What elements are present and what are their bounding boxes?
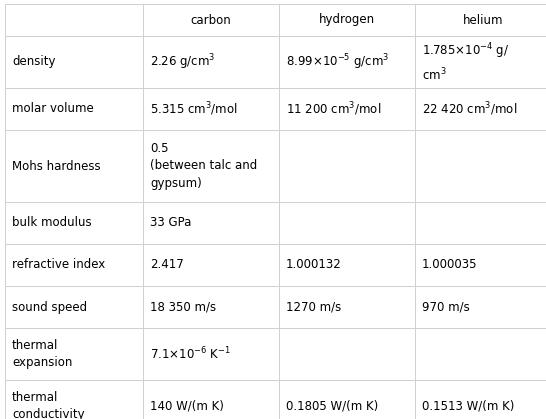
Text: 1.785×10$^{-4}$ g/
cm$^3$: 1.785×10$^{-4}$ g/ cm$^3$ [422, 41, 509, 83]
Text: 970 m/s: 970 m/s [422, 300, 470, 313]
Text: hydrogen: hydrogen [319, 13, 375, 26]
Text: 5.315 cm$^3$/mol: 5.315 cm$^3$/mol [150, 100, 238, 118]
Text: 33 GPa: 33 GPa [150, 217, 192, 230]
Text: thermal
conductivity: thermal conductivity [12, 391, 85, 419]
Text: helium: helium [463, 13, 503, 26]
Text: 7.1×10$^{-6}$ K$^{-1}$: 7.1×10$^{-6}$ K$^{-1}$ [150, 346, 231, 362]
Text: 11 200 cm$^3$/mol: 11 200 cm$^3$/mol [286, 100, 381, 118]
Text: 140 W/(m K): 140 W/(m K) [150, 399, 224, 412]
Text: molar volume: molar volume [12, 103, 94, 116]
Text: refractive index: refractive index [12, 259, 105, 272]
Text: 0.5
(between talc and
gypsum): 0.5 (between talc and gypsum) [150, 142, 257, 189]
Text: Mohs hardness: Mohs hardness [12, 160, 100, 173]
Text: density: density [12, 55, 56, 68]
Text: 2.26 g/cm$^3$: 2.26 g/cm$^3$ [150, 52, 215, 72]
Text: sound speed: sound speed [12, 300, 87, 313]
Text: thermal
expansion: thermal expansion [12, 339, 73, 369]
Text: 0.1513 W/(m K): 0.1513 W/(m K) [422, 399, 514, 412]
Text: 8.99×10$^{-5}$ g/cm$^3$: 8.99×10$^{-5}$ g/cm$^3$ [286, 52, 389, 72]
Text: 2.417: 2.417 [150, 259, 184, 272]
Text: 1.000035: 1.000035 [422, 259, 478, 272]
Text: 1.000132: 1.000132 [286, 259, 342, 272]
Text: 22 420 cm$^3$/mol: 22 420 cm$^3$/mol [422, 100, 517, 118]
Text: bulk modulus: bulk modulus [12, 217, 92, 230]
Text: 18 350 m/s: 18 350 m/s [150, 300, 216, 313]
Text: 1270 m/s: 1270 m/s [286, 300, 341, 313]
Text: 0.1805 W/(m K): 0.1805 W/(m K) [286, 399, 378, 412]
Text: carbon: carbon [191, 13, 232, 26]
